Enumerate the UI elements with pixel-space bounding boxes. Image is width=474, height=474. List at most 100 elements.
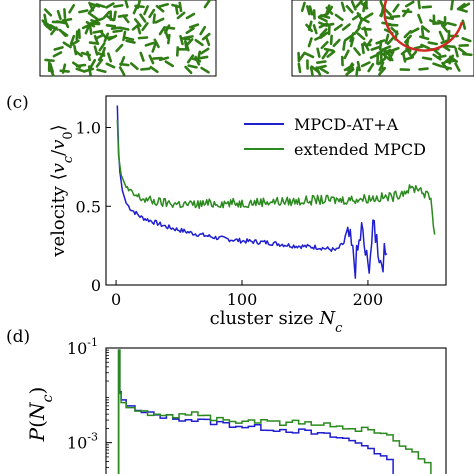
rod-particle [421,56,433,61]
rod-particle [409,50,418,60]
rod-particle [361,43,365,55]
rod-particle [52,51,63,58]
rod-particle [89,13,99,21]
rod-particle [44,58,55,63]
rod-particle [50,26,58,36]
rod-particle [378,66,387,76]
rod-particle [88,1,95,12]
rod-particle [53,46,64,51]
rod-particle [442,57,451,65]
rod-particle [304,52,315,59]
rod-particle [319,14,331,19]
rod-particle [392,3,400,13]
rod-particle [309,66,314,77]
rod-particle [43,8,53,17]
rod-particle [164,24,171,34]
rod-particle [405,47,413,57]
rod-particle [186,54,195,64]
rod-particle [379,59,384,70]
rod-particle [300,1,306,12]
rod-particle [184,65,193,75]
rod-particle [197,55,209,60]
rod-particle [148,54,155,65]
rod-particle [203,0,211,9]
y-tick-label-d: 10-1 [67,336,98,358]
rod-particle [325,6,334,16]
rod-particle [342,40,346,51]
rod-particle [319,28,328,37]
rod-particle [175,46,180,57]
rod-particle [457,7,468,13]
rod-particle [158,2,169,8]
rod-particle [440,23,449,33]
rod-particle [61,63,67,74]
rod-particle [370,45,381,51]
series-line-extended-mpcd [116,119,436,235]
rod-particle [316,60,327,64]
rod-particle [124,0,129,9]
rod-particle [87,65,92,76]
panel-d-letter: (d) [6,327,30,347]
rod-particle [438,30,445,41]
rod-particle [345,4,354,14]
snapshot-right [291,0,474,77]
rod-particle [179,37,191,41]
rod-particle [152,56,163,60]
rod-particle [43,13,48,25]
rod-particle [105,23,117,28]
rod-particle [117,14,129,18]
rod-particle [381,45,392,51]
rod-particle [344,34,354,42]
rod-particle [78,9,89,14]
x-axis-label-c: cluster size Nc [210,308,343,336]
rod-particle [305,5,311,16]
rod-particle [130,62,139,71]
rod-particle [151,42,157,53]
rod-particle [104,35,116,40]
y-tick-label-c: 0 [91,276,101,295]
rod-particle [461,37,472,43]
rod-particle [389,46,400,53]
rod-particle [96,68,107,74]
rod-particle [340,1,346,12]
rod-particle [167,33,171,45]
rod-particle [307,37,313,48]
rod-particle [356,60,361,72]
rod-particle [461,19,467,30]
rod-particle [401,9,413,14]
rod-particle [55,20,67,25]
rod-particle [110,26,122,30]
rod-particle [298,51,306,61]
rod-particle [308,5,314,16]
rod-particle [95,51,106,57]
rod-particle [62,41,72,49]
rod-particle [334,13,344,22]
rod-particle [148,8,156,19]
rod-particle [112,29,123,34]
rod-particle [204,35,211,47]
rod-particle [363,26,368,37]
rod-particle [349,37,355,48]
y-tick-label-c: 0.5 [76,197,101,216]
rod-particle [119,26,130,31]
rod-particle [450,0,454,11]
rod-particle [119,55,126,67]
rod-particle [158,56,170,62]
rod-particle [105,2,115,9]
rod-particle [88,41,100,45]
x-tick-label-c: 0 [111,290,121,309]
rods-left [41,0,211,77]
rod-particle [440,38,451,45]
rod-particle [68,4,76,14]
rod-particle [102,10,111,20]
rod-particle [153,38,160,49]
rod-particle [73,49,83,58]
rod-particle [107,52,113,63]
rod-particle [84,24,91,35]
rod-particle [88,24,93,36]
highlight-circle [383,0,464,52]
rod-particle [460,2,471,10]
rod-particle [421,5,433,9]
rod-particle [383,7,392,17]
rod-particle [332,38,341,48]
